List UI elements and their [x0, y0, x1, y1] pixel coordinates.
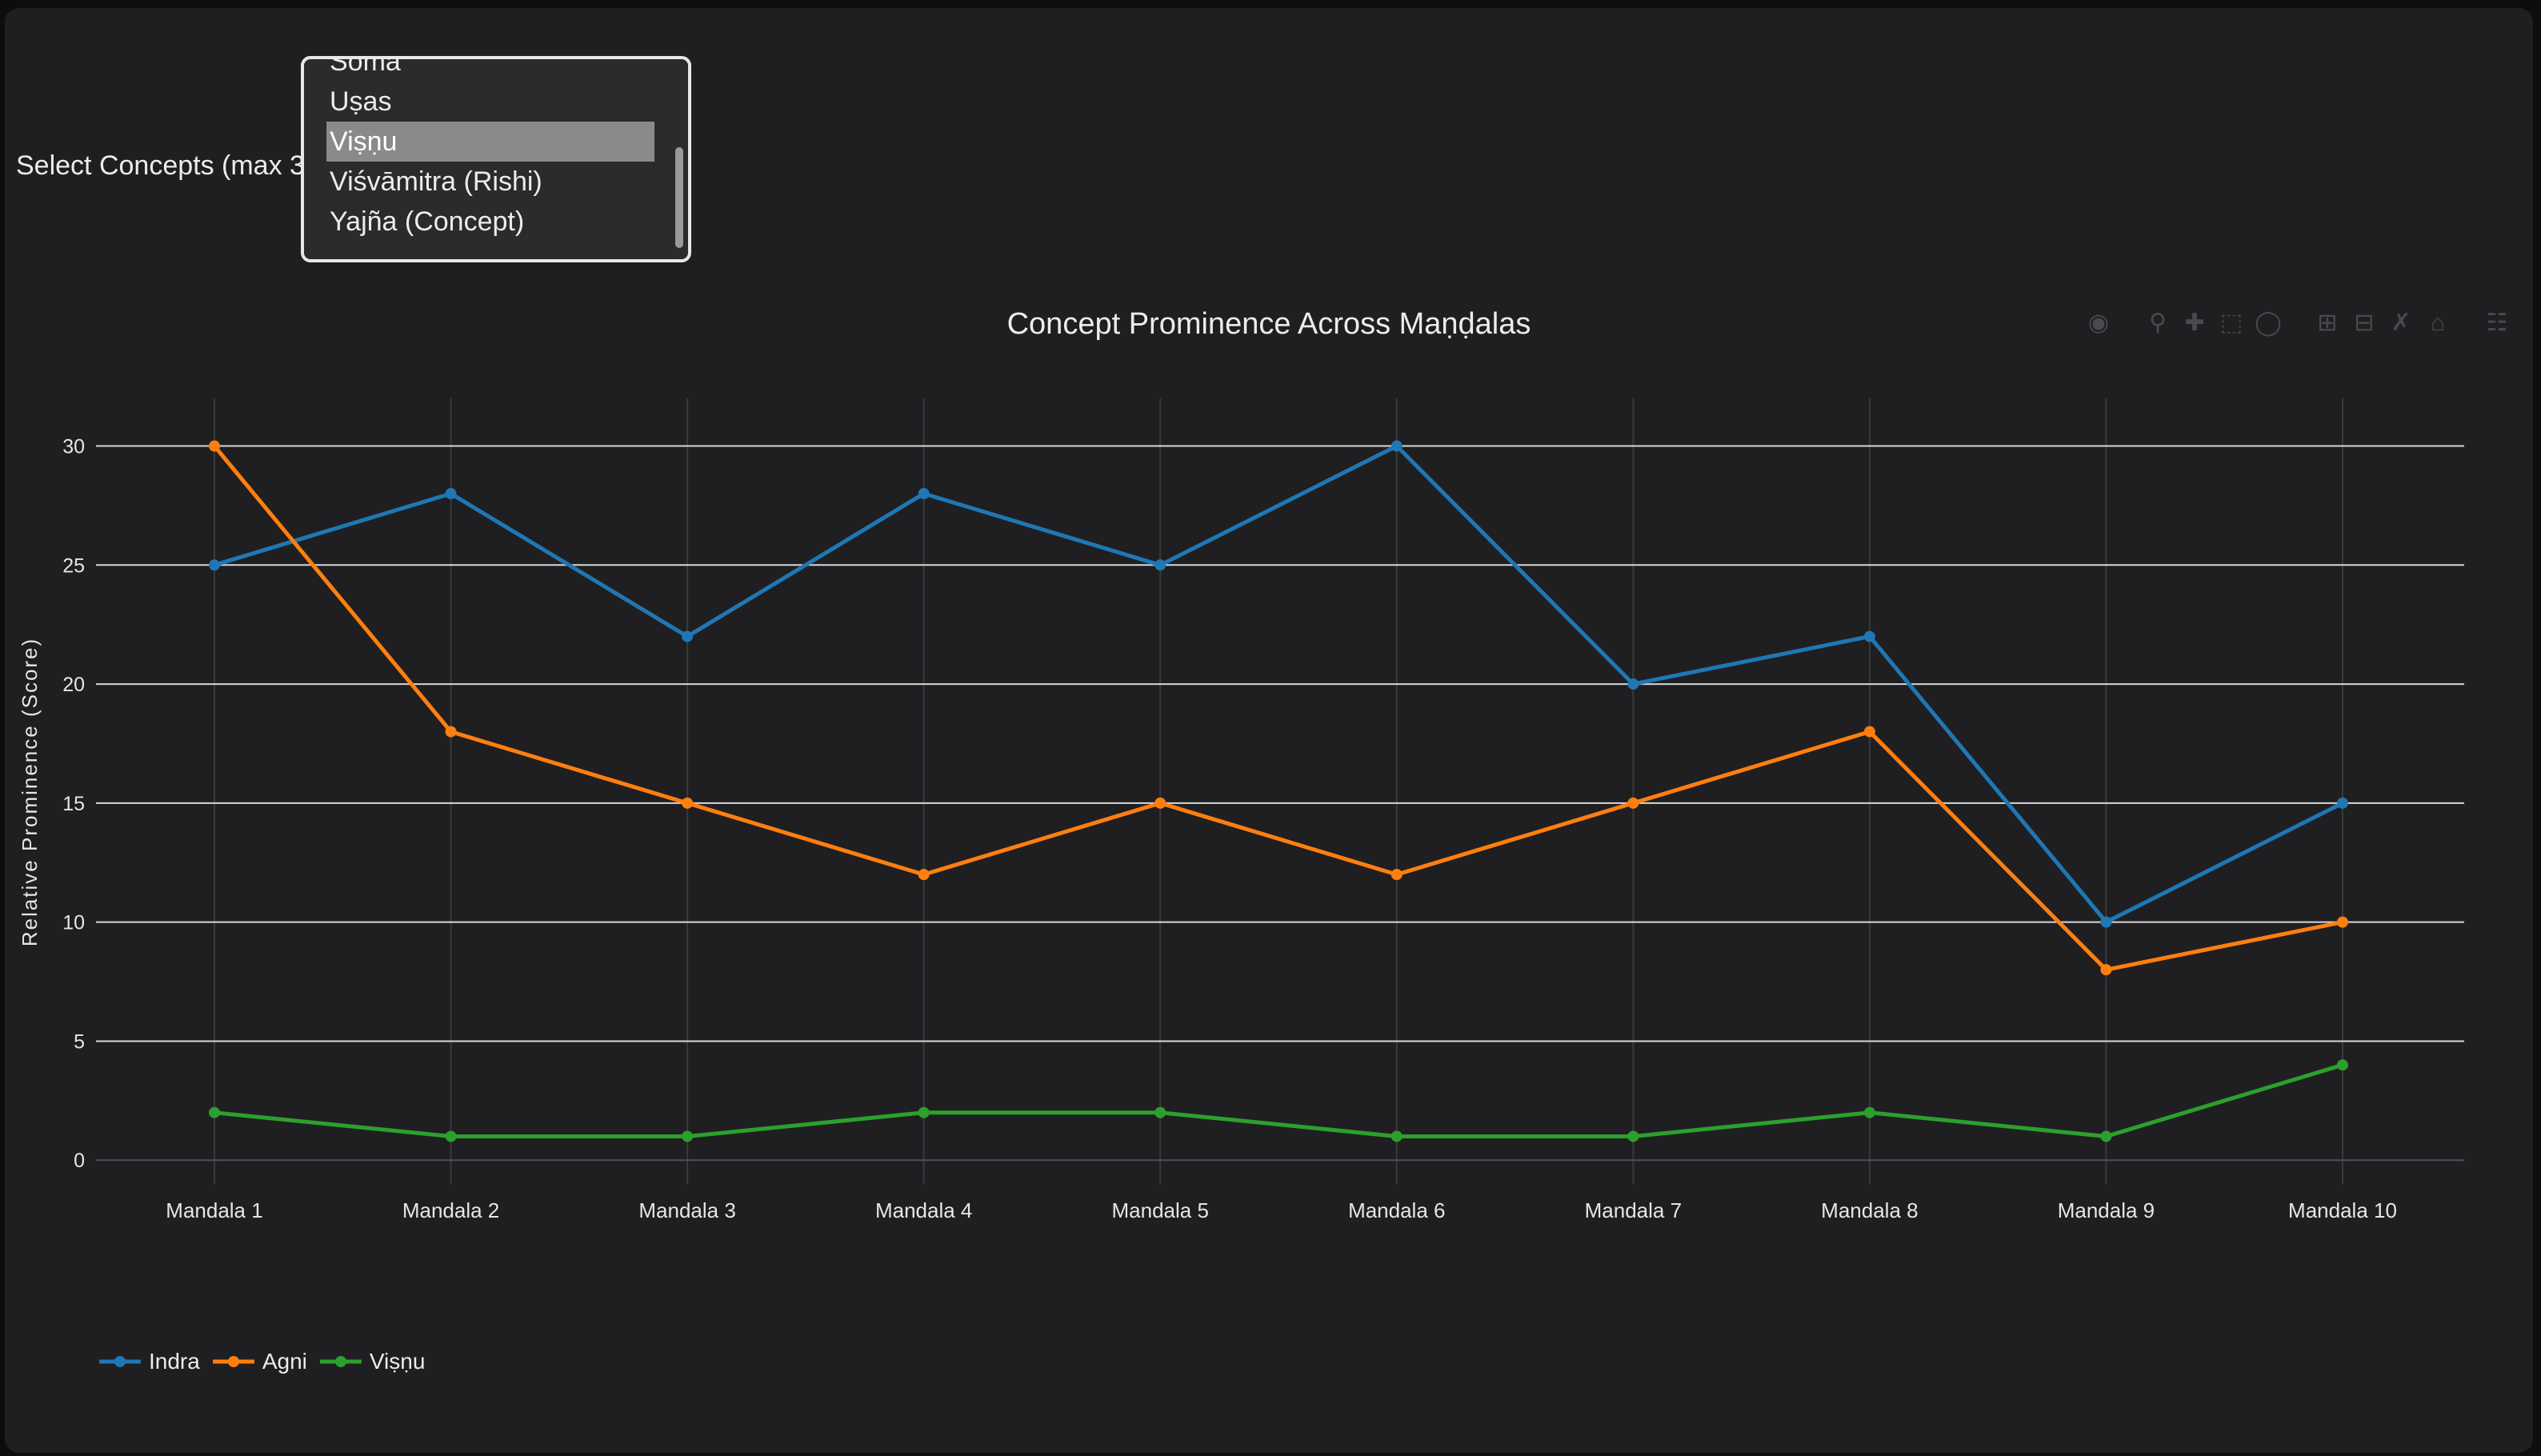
data-point	[1154, 797, 1166, 809]
data-point	[918, 488, 930, 500]
data-point	[918, 869, 930, 881]
data-point	[1863, 726, 1875, 738]
pan-icon[interactable]: ✚	[2184, 310, 2205, 336]
x-tick-label: Mandala 7	[1585, 1198, 1682, 1222]
y-tick-label: 10	[62, 912, 85, 934]
series-line-viṣṇu	[214, 1062, 2343, 1138]
x-tick-label: Mandala 10	[2288, 1198, 2397, 1222]
line-chart: 0 5 10 15 20 25 30 Mandala 1 Mandala 2 Mandala 3 M…	[18, 398, 2464, 1222]
camera-icon[interactable]: ◉	[2087, 310, 2110, 336]
zoom-in-icon[interactable]: ⊞	[2317, 310, 2338, 336]
data-point	[1627, 678, 1639, 690]
data-point	[682, 797, 694, 809]
x-tick-label: Mandala 4	[875, 1198, 972, 1222]
data-point	[1863, 630, 1875, 642]
data-point	[2100, 964, 2112, 976]
listbox-scrollbar[interactable]	[675, 147, 683, 248]
y-tick-label: 5	[74, 1030, 85, 1053]
x-tick-label: Mandala 8	[1821, 1198, 1918, 1222]
series-line-indra	[214, 444, 2344, 925]
legend-item[interactable]: Indra	[98, 1349, 200, 1374]
data-point	[1154, 559, 1166, 571]
data-point	[2337, 1059, 2348, 1071]
x-tick-label: Mandala 1	[166, 1198, 262, 1222]
y-tick-label: 25	[62, 554, 85, 577]
concept-options-list: Soma Uṣas Viṣṇu Viśvāmitra (Rishi) Yajña (Co…	[326, 56, 654, 242]
x-tick-label: Mandala 6	[1348, 1198, 1445, 1222]
concept-option[interactable]: Yajña (Concept)	[330, 206, 525, 237]
data-point	[209, 440, 220, 452]
app-window: Select Concepts (max 3): Soma Uṣas Viṣṇu Vi…	[5, 8, 2533, 1453]
y-tick-label: 0	[74, 1150, 85, 1172]
data-point	[2100, 916, 2112, 928]
y-tick-label: 30	[62, 436, 85, 458]
legend-item[interactable]: Viṣṇu	[318, 1349, 426, 1374]
data-point	[2337, 797, 2348, 809]
data-point	[445, 1130, 457, 1142]
zoom-icon[interactable]: ⚲	[2149, 310, 2167, 336]
series-line-agni	[213, 444, 2343, 972]
legend-swatch	[319, 1356, 362, 1367]
reset-axes-icon[interactable]: ⌂	[2430, 310, 2446, 336]
box-select-icon[interactable]: ⬚	[2219, 310, 2243, 336]
legend-label: Indra	[149, 1349, 200, 1374]
data-point	[1627, 1130, 1639, 1142]
data-point	[2100, 1130, 2112, 1142]
zoom-out-icon[interactable]: ⊟	[2354, 310, 2375, 336]
autoscale-icon[interactable]: ✗	[2391, 310, 2411, 336]
lasso-icon[interactable]: ◯	[2255, 310, 2282, 336]
data-point	[682, 630, 694, 642]
data-point	[1627, 797, 1639, 809]
x-tick-label: Mandala 5	[1112, 1198, 1209, 1222]
data-point	[918, 1106, 930, 1118]
y-tick-label: 15	[62, 793, 85, 815]
chart-modebar: ◉ ⚲ ✚ ⬚ ◯ ⊞ ⊟ ✗ ⌂ ☷	[2085, 306, 2511, 341]
chart-title: Concept Prominence Across Maṇḍalas	[1006, 307, 1531, 341]
legend-swatch	[99, 1356, 141, 1367]
plotly-logo-icon[interactable]: ☷	[2486, 310, 2508, 336]
legend-label: Viṣṇu	[369, 1349, 426, 1374]
data-point	[1391, 440, 1403, 452]
legend-item[interactable]: Agni	[211, 1349, 307, 1374]
data-point	[682, 1130, 694, 1142]
data-point	[209, 559, 220, 571]
data-point	[2337, 916, 2348, 928]
x-tick-label: Mandala 3	[638, 1198, 735, 1222]
concept-select-label: Select Concepts (max 3):	[16, 150, 322, 181]
data-point	[1863, 1106, 1875, 1118]
data-point	[209, 1106, 220, 1118]
data-point	[445, 726, 457, 738]
concept-option[interactable]: Uṣas	[330, 86, 392, 117]
data-point	[1391, 869, 1403, 881]
data-point	[1154, 1106, 1166, 1118]
legend-label: Agni	[262, 1349, 307, 1374]
concept-option[interactable]: Viśvāmitra (Rishi)	[330, 166, 542, 197]
concept-multiselect[interactable]: Soma Uṣas Viṣṇu Viśvāmitra (Rishi) Yajña (Co…	[301, 56, 691, 262]
concept-option[interactable]: Viṣṇu	[326, 122, 654, 162]
chart-legend: Indra Agni Viṣṇu	[98, 1349, 425, 1374]
x-tick-label: Mandala 2	[402, 1198, 499, 1222]
y-axis-title: Relative Prominence (Score)	[18, 638, 42, 946]
y-tick-label: 20	[62, 674, 85, 696]
data-point	[445, 488, 457, 500]
legend-swatch	[212, 1356, 254, 1367]
concept-option[interactable]: Soma	[330, 56, 401, 77]
x-tick-label: Mandala 9	[2058, 1198, 2155, 1222]
data-point	[1391, 1130, 1403, 1142]
